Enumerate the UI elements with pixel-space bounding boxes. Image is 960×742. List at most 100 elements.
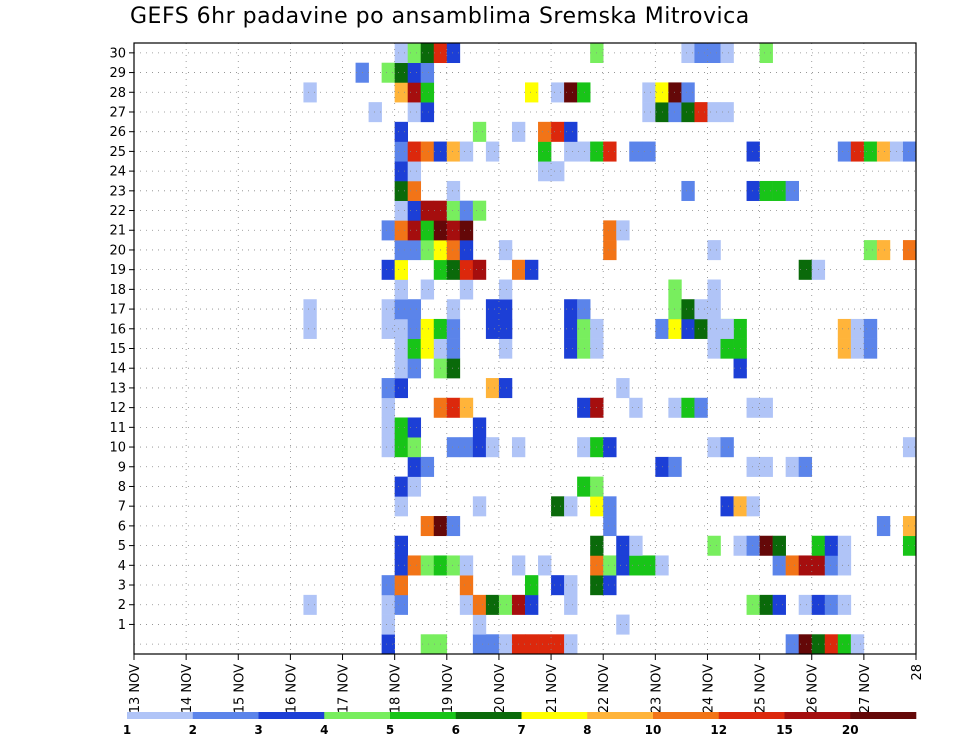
colorbar: 1 2 3 4 5 6 7 8 10 12 15 20 [123,712,917,737]
heatmap-cell [850,634,865,655]
heatmap-cell [707,437,721,458]
heatmap-cell [498,378,513,399]
heatmap-cell [446,141,461,162]
heatmap-cell [446,259,461,280]
heatmap-cell [629,141,643,162]
heatmap-cell [681,318,695,339]
x-tick-label: 26 NOV [806,664,821,713]
heatmap-cell [446,220,461,241]
x-tick-label: 20 NOV [493,664,508,713]
heatmap-cell [720,102,734,123]
heatmap-cell [863,240,878,261]
colorbar-label: 20 [842,723,859,737]
heatmap-cell [746,535,760,556]
heatmap-cell [824,594,839,615]
heatmap-cell [446,240,461,261]
heatmap-cell [707,279,721,300]
heatmap-cell [538,141,552,162]
heatmap-cell [525,259,539,280]
heatmap-cell [577,338,591,359]
y-tick-label: 7 [118,500,126,515]
x-tick-label: 24 NOV [701,664,716,713]
x-tick-label: 22 NOV [597,664,612,713]
heatmap-cell [485,378,500,399]
heatmap-cell [603,555,617,576]
heatmap-cell [420,102,435,123]
heatmap-cell [485,318,500,339]
heatmap-cell [459,240,474,261]
heatmap-cell [746,456,760,477]
heatmap-cell [538,161,552,182]
heatmap-cell [407,456,422,477]
heatmap-cell [407,338,422,359]
heatmap-cell [824,535,839,556]
heatmap-cell [603,220,617,241]
colorbar-label: 1 [123,723,131,737]
heatmap-cell [902,516,917,537]
heatmap-cell [498,594,513,615]
heatmap-cell [772,555,786,576]
heatmap-cell [538,555,552,576]
heatmap-cell [603,575,617,596]
heatmap-cell [381,62,395,83]
heatmap-cell [603,516,617,537]
heatmap-cell [642,102,656,123]
heatmap-cell [668,299,682,320]
heatmap-cell [472,200,487,221]
heatmap-cell [551,496,565,517]
heatmap-cell [603,141,617,162]
heatmap-cell [759,43,773,64]
y-tick-label: 11 [109,421,126,436]
heatmap-cell [472,634,487,655]
x-tick-label: 18 NOV [389,664,404,713]
heatmap-cell [407,180,422,201]
heatmap-cell [603,496,617,517]
heatmap-cell [642,141,656,162]
heatmap-cell [407,62,422,83]
heatmap-cell [707,240,721,261]
colorbar-label: 15 [776,723,793,737]
chart-title: GEFS 6hr padavine po ansamblima Sremska … [130,4,750,29]
heatmap-cell [381,318,395,339]
heatmap-cell [394,240,408,261]
y-tick-label: 12 [109,401,126,416]
heatmap-cell [668,456,682,477]
heatmap-cell [420,62,435,83]
heatmap-cell [837,634,852,655]
heatmap-cell [564,299,578,320]
heatmap-cell [564,141,578,162]
heatmap-cell [472,594,487,615]
y-tick-label: 8 [118,480,126,495]
heatmap-cell [498,279,513,300]
heatmap-cell [381,634,395,655]
heatmap-cell [420,456,435,477]
heatmap-cell [381,575,395,596]
heatmap-cell [564,575,578,596]
heatmap-cell [564,594,578,615]
heatmap-cell [394,180,408,201]
heatmap-cell [394,161,408,182]
heatmap-cell [681,82,695,103]
colorbar-label: 3 [254,723,262,737]
heatmap-cell [681,43,695,64]
heatmap-cell [629,397,643,418]
x-tick-label: 14 NOV [180,664,195,713]
heatmap-cell [420,82,435,103]
heatmap-cell [381,614,395,635]
heatmap-cell [407,220,422,241]
heatmap-cell [472,496,487,517]
y-tick-label: 20 [109,243,126,258]
heatmap-cell [394,358,408,379]
heatmap-cell [746,180,760,201]
heatmap-cell [407,161,422,182]
heatmap-cell [746,141,760,162]
heatmap-cell [381,220,395,241]
heatmap-cell [902,535,917,556]
heatmap-cell [681,102,695,123]
y-tick-label: 9 [118,460,126,475]
heatmap-cell [694,102,708,123]
heatmap-cell [394,62,408,83]
heatmap-cell [551,575,565,596]
heatmap-cell [420,634,435,655]
x-tick-label: 27 NOV [858,664,873,713]
